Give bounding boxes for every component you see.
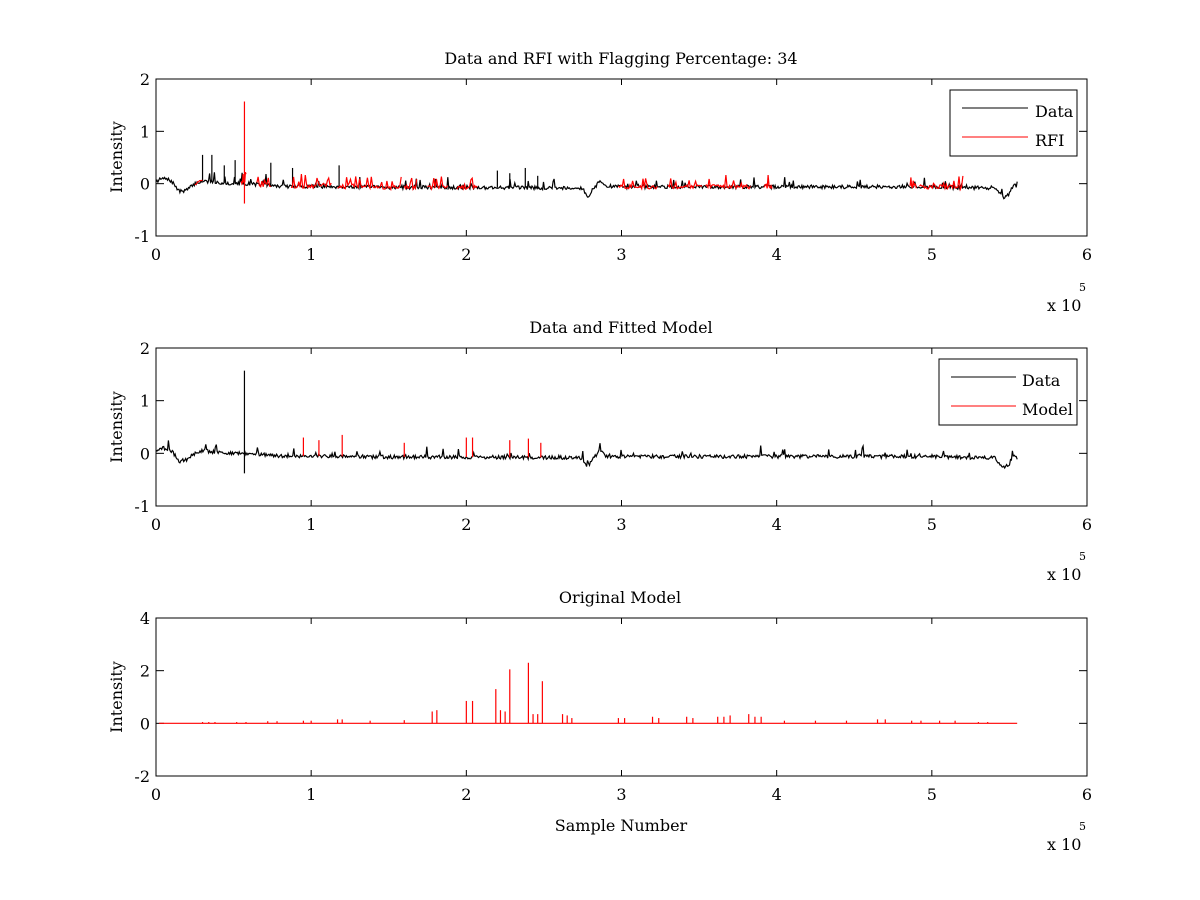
panel-2-axes-box [155,347,1088,507]
y-tick-label: 1 [140,122,150,141]
x-tick-label: 5 [927,785,937,804]
panel-2-ylabel: Intensity [107,391,126,463]
panel-3-xlabel: Sample Number [555,816,688,835]
y-tick-label: -1 [134,497,150,516]
series-rfi-segment [240,172,247,186]
panel-2-legend-box [938,358,1078,426]
panel-3-series [159,662,1018,724]
x-tick-label: 2 [461,245,471,264]
x-tick-label: 1 [306,245,316,264]
panel-1-legend-data-label: Data [1035,102,1074,121]
x-tick-label: 3 [616,245,626,264]
y-tick-label: 2 [140,339,150,358]
panel-2-series [155,370,1018,474]
y-tick-label: 2 [140,70,150,89]
x-tick-label: 6 [1082,245,1092,264]
panel-2-x-exponent-power: 5 [1079,550,1086,563]
panel-3-title: Original Model [559,588,681,607]
series-rfi-segment [918,175,964,192]
x-tick-label: 6 [1082,785,1092,804]
series-rfi-segment [909,177,917,189]
series-rfi-segment [337,176,402,192]
y-tick-label: 4 [140,609,150,628]
y-tick-label: -1 [134,227,150,246]
panel-2-legend-model-label: Model [1022,400,1073,419]
series-data-line [155,440,1018,470]
x-tick-label: 1 [306,785,316,804]
panel-3-axes-box [155,617,1088,777]
y-tick-label: 0 [140,714,150,733]
series-rfi-segment [403,177,418,192]
series-rfi-segment [617,178,658,191]
x-tick-label: 3 [616,785,626,804]
panel-1-axes-box [155,78,1088,237]
series-rfi-segment [256,176,271,188]
x-tick-label: 5 [927,245,937,264]
panel-1-x-exponent-power: 5 [1079,281,1086,294]
panel-1: Data and RFI with Flagging Percentage: 3… [107,49,1092,315]
x-tick-label: 2 [461,515,471,534]
y-tick-label: 0 [140,175,150,194]
series-rfi-segment [427,176,449,191]
x-tick-label: 4 [772,515,782,534]
series-rfi-segment [705,174,751,190]
panel-2-legend-data-label: Data [1022,371,1061,390]
panel-1-legend-box [949,89,1078,157]
y-tick-label: -2 [134,767,150,786]
panel-1-legend-rfi-label: RFI [1035,131,1064,150]
series-rfi-segment [290,173,332,190]
x-tick-label: 5 [927,515,937,534]
series-rfi-segment [763,174,773,189]
x-tick-label: 4 [772,785,782,804]
panel-1-x-exponent: x 10 [1047,296,1081,315]
panel-2-x-exponent: x 10 [1047,565,1081,584]
panel-2-legend: Data Model [938,358,1078,426]
y-tick-label: 2 [140,662,150,681]
panel-1-legend: Data RFI [949,89,1078,157]
panel-1-series [155,101,1018,204]
x-tick-label: 6 [1082,515,1092,534]
series-rfi-segment [667,178,703,190]
panel-3-x-exponent-power: 5 [1079,820,1086,833]
y-tick-label: 0 [140,444,150,463]
x-tick-label: 0 [151,515,161,534]
panel-1-ylabel: Intensity [107,121,126,193]
panel-3-ylabel: Intensity [107,661,126,733]
panel-1-title: Data and RFI with Flagging Percentage: 3… [444,49,797,68]
y-tick-label: 1 [140,392,150,411]
x-tick-label: 2 [461,785,471,804]
series-rfi-segment [456,176,478,191]
x-tick-label: 3 [616,515,626,534]
series-rfi-segment [194,179,203,186]
x-tick-label: 0 [151,245,161,264]
panel-2-title: Data and Fitted Model [529,318,712,337]
x-tick-label: 0 [151,785,161,804]
x-tick-label: 1 [306,515,316,534]
panel-3-x-exponent: x 10 [1047,835,1081,854]
x-tick-label: 4 [772,245,782,264]
